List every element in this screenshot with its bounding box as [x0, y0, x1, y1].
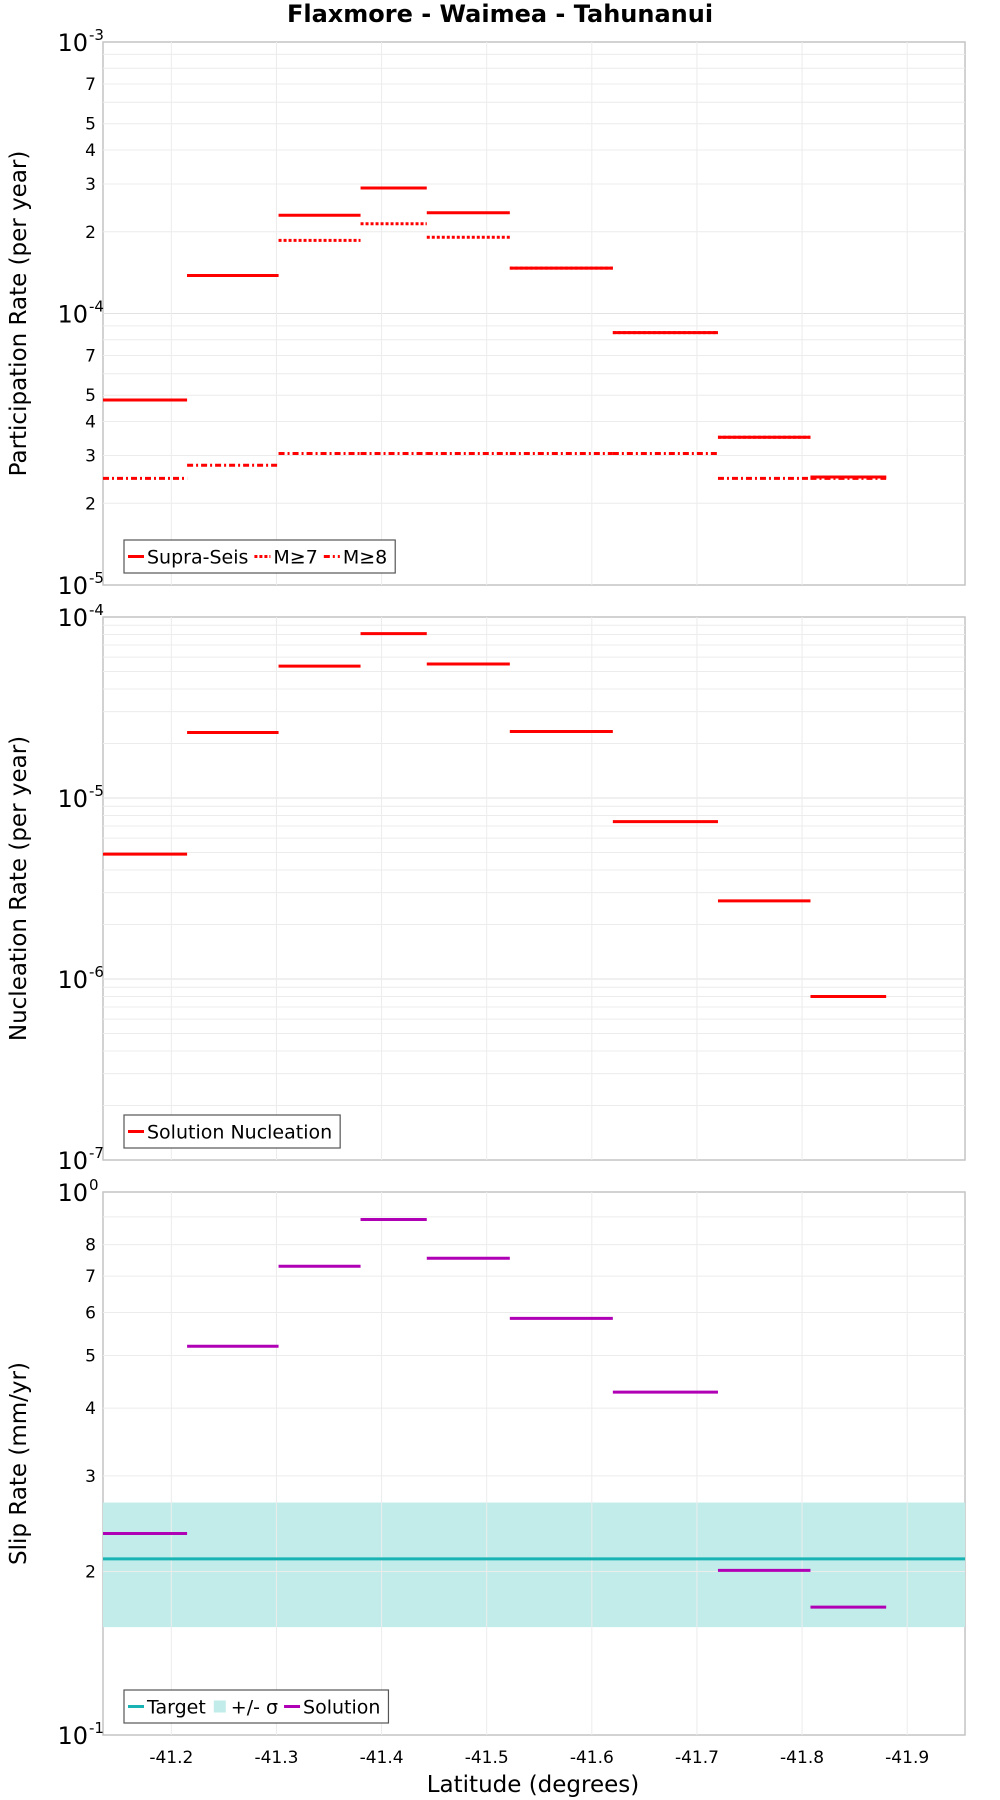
y-tick-label: 4 [85, 141, 96, 161]
y-tick-label: 8 [85, 1236, 96, 1256]
x-tick-label: -41.2 [149, 1748, 193, 1768]
x-tick-label: -41.6 [570, 1748, 614, 1768]
y-decade-label: 10 [57, 572, 88, 600]
y-tick-label: 2 [85, 1563, 96, 1583]
decade-base: 10 [57, 1722, 88, 1750]
y-decade-exponent: -1 [89, 1719, 104, 1737]
y-tick-label: 2 [85, 223, 96, 243]
y-tick-label: 4 [85, 413, 96, 433]
y-tick-label: 7 [85, 75, 96, 95]
x-tick-label: -41.3 [254, 1748, 298, 1768]
y-tick-label: 6 [85, 1303, 96, 1323]
y-tick-label: 5 [85, 1346, 96, 1366]
decade-base: 10 [57, 301, 88, 329]
y-tick-label: 7 [85, 1267, 96, 1287]
y-tick-label: 3 [85, 446, 96, 466]
y-decade-exponent: 0 [89, 1176, 99, 1194]
legend-label: Solution [303, 1697, 380, 1719]
decade-base: 10 [57, 1147, 88, 1175]
y-axis-label: Participation Rate (per year) [6, 151, 32, 477]
y-decade-exponent: -4 [89, 601, 104, 619]
legend: Solution Nucleation [123, 1114, 341, 1149]
y-decade-exponent: -6 [89, 963, 104, 981]
decade-base: 10 [57, 785, 88, 813]
legend-label: M≥7 [273, 547, 317, 569]
legend-frame [123, 1114, 341, 1149]
plot-area [102, 1191, 966, 1736]
decade-base: 10 [57, 572, 88, 600]
x-tick-label: -41.8 [780, 1748, 824, 1768]
decade-base: 10 [57, 604, 88, 632]
legend-label: Target [146, 1697, 206, 1719]
y-decade-exponent: -7 [89, 1144, 104, 1162]
y-tick-label: 3 [85, 175, 96, 195]
y-decade-exponent: -5 [89, 569, 104, 587]
legend: Supra-Seis M≥7 M≥8 [123, 539, 396, 574]
y-tick-label: 5 [85, 115, 96, 135]
legend-label: +/- σ [231, 1697, 278, 1719]
figure-title: Flaxmore - Waimea - Tahunanui [287, 0, 713, 28]
y-tick-label: 2 [85, 494, 96, 514]
y-tick-label: 7 [85, 347, 96, 367]
x-axis-label: Latitude (degrees) [427, 1772, 640, 1798]
series-1 [103, 632, 887, 999]
y-decade-label: 10 [57, 29, 88, 57]
y-axis-label: Nucleation Rate (per year) [6, 736, 32, 1041]
x-tick-label: -41.7 [675, 1748, 719, 1768]
plot-area [102, 616, 966, 1161]
y-decade-label: 10 [57, 966, 88, 994]
decade-base: 10 [57, 966, 88, 994]
y-axis-label: Slip Rate (mm/yr) [6, 1362, 32, 1565]
y-tick-label: 4 [85, 1399, 96, 1419]
legend-label: Supra-Seis [147, 547, 248, 569]
legend-frame [123, 1689, 390, 1724]
x-tick-label: -41.4 [360, 1748, 404, 1768]
y-decade-label: 10 [57, 1179, 88, 1207]
decade-base: 10 [57, 29, 88, 57]
legend: Target +/- σ Solution [123, 1689, 390, 1724]
y-decade-exponent: -5 [89, 782, 104, 800]
legend-label: M≥8 [343, 547, 387, 569]
decade-base: 10 [57, 1179, 88, 1207]
series-1 [103, 1217, 887, 1609]
x-tick-label: -41.9 [885, 1748, 929, 1768]
x-tick-label: -41.5 [465, 1748, 509, 1768]
y-decade-exponent: -4 [89, 298, 104, 316]
y-decade-exponent: -3 [89, 26, 104, 44]
y-decade-label: 10 [57, 785, 88, 813]
y-decade-label: 10 [57, 301, 88, 329]
y-tick-label: 5 [85, 386, 96, 406]
series-3 [103, 452, 887, 480]
y-tick-label: 3 [85, 1467, 96, 1487]
y-decade-label: 10 [57, 1722, 88, 1750]
y-decade-label: 10 [57, 604, 88, 632]
y-decade-label: 10 [57, 1147, 88, 1175]
legend-label: Solution Nucleation [147, 1122, 332, 1144]
legend-swatch [213, 1700, 226, 1713]
